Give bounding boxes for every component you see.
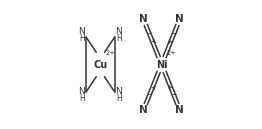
Text: −: −	[146, 31, 152, 37]
Text: H: H	[116, 94, 122, 103]
Text: N: N	[116, 27, 122, 36]
Text: −: −	[171, 92, 177, 98]
Text: N: N	[139, 105, 148, 115]
Text: 2+: 2+	[106, 50, 116, 56]
Text: H: H	[116, 34, 122, 43]
Text: H: H	[79, 34, 85, 43]
Text: Ni: Ni	[156, 59, 167, 70]
Text: −: −	[171, 31, 177, 37]
Text: H: H	[79, 94, 85, 103]
Text: N: N	[79, 27, 85, 36]
Text: N: N	[79, 87, 85, 96]
Text: N: N	[116, 87, 122, 96]
Text: N: N	[139, 14, 148, 24]
Text: −: −	[146, 92, 152, 98]
Text: Cu: Cu	[93, 59, 107, 70]
Text: 2+: 2+	[167, 50, 177, 56]
Text: N: N	[175, 105, 184, 115]
Text: N: N	[175, 14, 184, 24]
